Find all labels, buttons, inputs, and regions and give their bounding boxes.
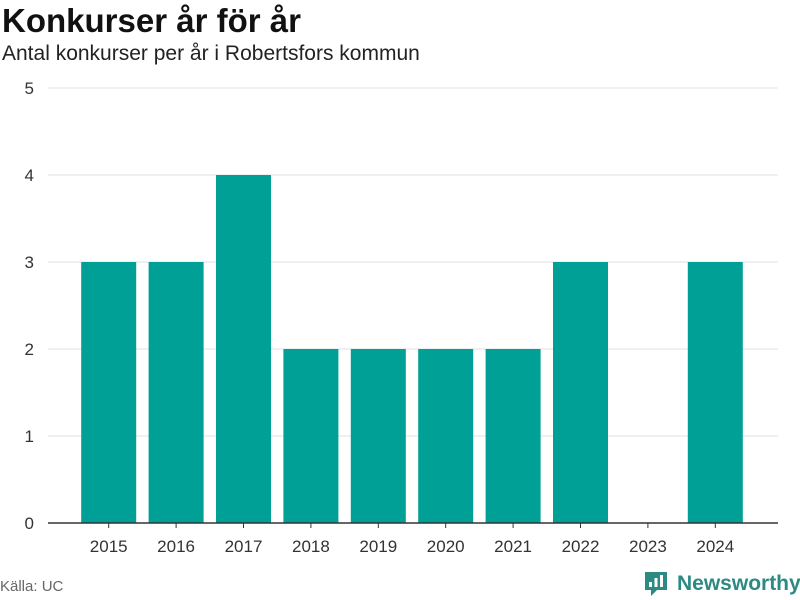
x-tick-label: 2018 [292,537,330,556]
bar [553,262,608,523]
x-tick-label: 2024 [696,537,734,556]
x-tick-label: 2023 [629,537,667,556]
y-tick-label: 2 [25,340,34,359]
bar [687,262,743,523]
x-tick-label: 2020 [427,537,465,556]
bar [485,349,541,523]
y-tick-label: 1 [25,427,34,446]
bar [216,175,271,523]
newsworthy-logo-icon [645,572,667,596]
x-tick-label: 2017 [225,537,263,556]
source-note: Källa: UC [0,578,64,595]
chart-title: Konkurser år för år [2,2,301,39]
brand-name: Newsworthy [677,572,800,595]
x-tick-label: 2019 [359,537,397,556]
y-tick-label: 0 [25,514,34,533]
bar [81,262,137,523]
y-tick-label: 4 [25,166,34,185]
brand-logo: Newsworthy [643,569,800,599]
x-tick-label: 2021 [494,537,532,556]
bar [350,349,406,523]
y-tick-label: 5 [25,79,34,98]
y-tick-label: 3 [25,253,34,272]
x-tick-label: 2015 [90,537,128,556]
bar [283,349,339,523]
bar [148,262,204,523]
bar [418,349,474,523]
x-tick-label: 2016 [157,537,195,556]
chart-subtitle: Antal konkurser per år i Robertsfors kom… [2,42,420,65]
x-tick-label: 2022 [562,537,600,556]
